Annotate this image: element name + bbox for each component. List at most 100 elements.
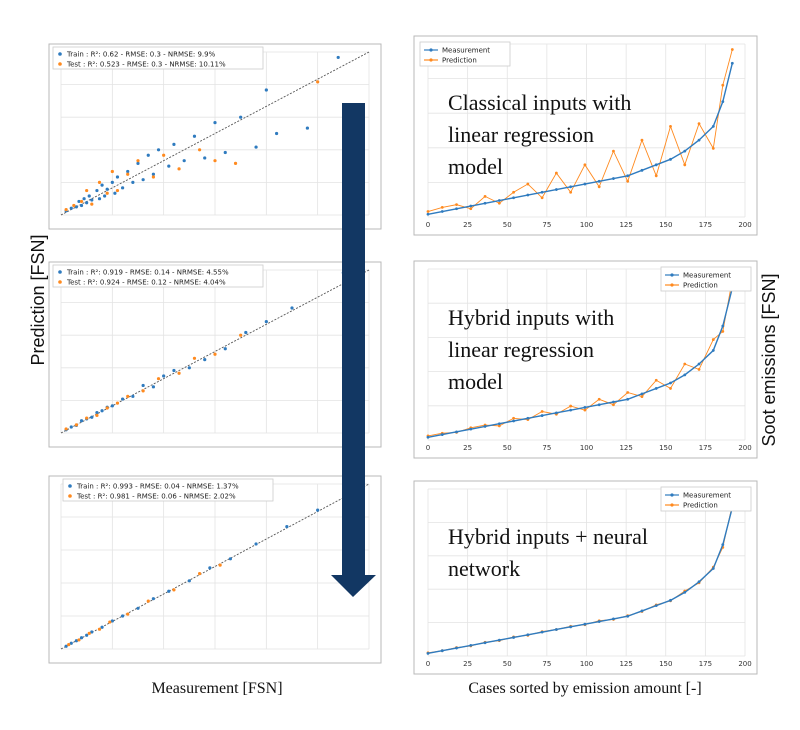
measurement-point [640,609,644,613]
train-point [90,630,94,634]
measurement-point [512,419,515,423]
test-point [85,188,89,193]
prediction-point [569,404,573,408]
progression-arrow-head [331,575,376,597]
line-panel-bottom-right: 0 25 50 75 100 125 150 175 200 Measurement Predict… [413,480,758,675]
legend-marker [670,283,674,287]
train-point [228,557,232,561]
test-point [126,394,130,398]
train-point [85,633,89,637]
legend-box [62,478,274,502]
train-point [275,131,279,136]
legend-marker [670,493,674,497]
legend-marker [429,48,433,52]
train-point [103,194,107,198]
train-point [172,142,176,146]
left-y-axis-title: Prediction [FSN] [28,234,48,365]
panel-frame [413,35,758,236]
train-point [223,347,227,351]
prediction-point [540,410,544,413]
panel-caption-line: Hybrid inputs + neural [448,524,648,549]
measurement-point [612,177,615,180]
measurement-point [554,188,558,191]
measurement-point [469,427,473,431]
prediction-point [721,83,725,87]
test-point [233,161,238,165]
legend-marker [429,58,433,62]
test-point [213,352,217,356]
train-point [100,183,104,187]
prediction-point [669,387,672,390]
x-tick-label: 100 [580,444,593,452]
x-tick-label: 200 [738,660,751,668]
train-point [100,625,104,629]
legend-entry: Train : R²: 0.919 - RMSE: 0.14 - NRMSE: … [66,269,229,277]
measurement-point [440,649,444,653]
train-point [305,126,309,130]
train-point [110,180,114,184]
test-point [151,175,155,179]
measurement-point [612,617,615,621]
measurement-point [669,157,672,161]
prediction-point [469,207,473,211]
test-point [97,180,102,184]
x-tick-label: 0 [426,444,430,452]
test-point [156,377,161,381]
measurement-point [569,625,573,629]
prediction-point [583,408,587,412]
test-point [177,371,181,375]
train-point [69,641,73,645]
train-point [167,589,171,593]
measurement-point [512,196,515,200]
prediction-point [540,196,544,200]
train-point [151,385,155,389]
measurement-point [526,633,530,637]
measurement-point [554,628,558,631]
test-point [218,563,222,567]
train-point [239,115,243,119]
train-point [172,368,176,373]
measurement-point [597,179,601,183]
legend-entry: Train : R²: 0.62 - RMSE: 0.3 - NRMSE: 9.… [66,51,216,59]
prediction-point [711,338,715,341]
measurement-point [697,580,701,584]
measurement-point [626,174,630,178]
prediction-point [512,190,515,194]
scatter-panel-middle-left: Train : R²: 0.919 - RMSE: 0.14 - NRMSE: … [48,261,382,448]
train-point [95,411,99,415]
x-tick-label: 75 [542,221,551,229]
prediction-point [569,190,573,194]
train-point [151,597,155,601]
legend-box [660,266,752,292]
prediction-point [455,203,458,207]
train-point [69,425,73,429]
measurement-point [730,61,734,65]
train-point [203,156,207,160]
panel-caption-line: network [448,556,520,581]
train-point [182,159,186,163]
train-point [82,197,86,201]
measurement-point [612,400,615,404]
measurement-point [440,210,444,213]
prediction-point [583,163,587,167]
x-tick-label: 125 [619,444,632,452]
train-point [156,148,161,152]
x-tick-label: 50 [503,444,512,452]
measurement-point [497,638,501,642]
panel-frame [413,260,758,459]
measurement-point [711,124,715,128]
train-point [90,198,94,202]
scatter-panel-bottom-left: Train : R²: 0.993 - RMSE: 0.04 - NRMSE: … [48,475,382,664]
measurement-point [597,620,601,623]
test-point [77,638,81,642]
train-point [74,205,78,209]
prediction-point [697,122,701,126]
train-point [79,203,84,208]
prediction-point [626,391,630,394]
train-point [141,178,145,182]
measurement-point [711,567,715,570]
prediction-point [597,397,601,401]
measurement-point [440,433,444,436]
train-point [121,614,125,618]
